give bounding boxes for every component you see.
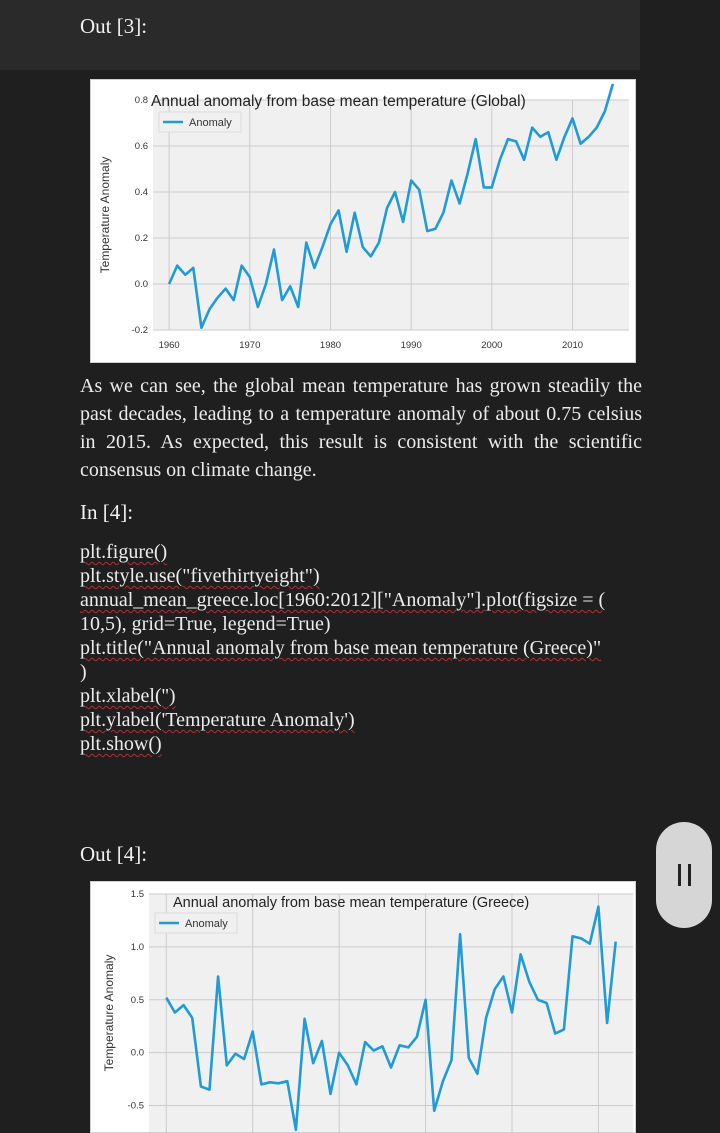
out-4-prompt: Out [4]: xyxy=(80,842,148,866)
legend-label: Anomaly xyxy=(189,117,232,129)
code-line-8: plt.ylabel('Temperature Anomaly') xyxy=(80,709,355,731)
global-anomaly-chart: -0.2 0.0 0.2 0.4 0.6 0.8 1960 1970 1980 1990 2000 2… xyxy=(90,79,636,363)
code-line-1: plt.figure() xyxy=(80,541,168,563)
greece-anomaly-chart: -0.5 0.0 0.5 1.0 1.5 Annual anomaly from base… xyxy=(90,881,636,1133)
previous-cell-band xyxy=(0,0,640,70)
code-line-9: plt.show() xyxy=(80,733,162,755)
legend-label: Anomaly xyxy=(185,918,228,930)
in-4-prompt: In [4]: xyxy=(80,500,134,524)
pause-bar-right-icon xyxy=(687,864,691,886)
x-tick-label: 1960 xyxy=(159,340,180,351)
x-tick-label: 2000 xyxy=(481,340,502,351)
y-tick-label: 0.6 xyxy=(135,141,148,152)
legend-box xyxy=(154,912,238,934)
y-tick-label: -0.2 xyxy=(132,325,148,336)
y-tick-label: 0.8 xyxy=(135,95,148,106)
explanation-paragraph: As we can see, the global mean temperatu… xyxy=(80,375,642,481)
pause-bar-left-icon xyxy=(677,864,681,886)
plot-area xyxy=(153,100,629,330)
y-tick-label: 1.0 xyxy=(131,942,144,953)
global-anomaly-chart-svg: -0.2 0.0 0.2 0.4 0.6 0.8 1960 1970 1980 1990 2000 2… xyxy=(98,83,629,351)
x-tick-label: 1990 xyxy=(401,340,422,351)
plot-area xyxy=(149,894,633,1132)
code-cell[interactable]: plt.figure() plt.style.use("fivethirtyei… xyxy=(80,540,645,756)
y-tick-label: -0.5 xyxy=(128,1101,144,1112)
y-tick-label: 0.0 xyxy=(131,1048,144,1059)
code-line-7: plt.xlabel('') xyxy=(80,685,176,707)
chart-legend: Anomaly xyxy=(154,912,238,934)
code-line-4: 10,5), grid=True, legend=True) xyxy=(80,613,331,635)
code-line-2: plt.style.use("fivethirtyeight") xyxy=(80,565,320,587)
y-axis-label: Temperature Anomaly xyxy=(102,955,116,1072)
x-tick-label: 1980 xyxy=(320,340,341,351)
series-line-anomaly xyxy=(167,83,615,329)
out-3-prompt: Out [3]: xyxy=(80,14,148,38)
code-line-5: plt.title("Annual anomaly from base mean… xyxy=(80,637,602,659)
y-tick-label: 0.2 xyxy=(135,233,148,244)
y-tick-label: 1.5 xyxy=(131,889,144,900)
y-tick-label: 0.5 xyxy=(131,995,144,1006)
code-line-3: annual_mean_greece.loc[1960:2012]["Anoma… xyxy=(80,589,606,611)
greece-anomaly-chart-svg: -0.5 0.0 0.5 1.0 1.5 Annual anomaly from base… xyxy=(102,889,633,1132)
y-tick-label: 0.0 xyxy=(135,279,148,290)
chart-legend: Anomaly xyxy=(158,111,242,133)
code-line-6: ) xyxy=(80,661,87,683)
chart-title: Annual anomaly from base mean temperatur… xyxy=(173,895,529,911)
y-axis-label: Temperature Anomaly xyxy=(98,157,112,274)
y-tick-label: 0.4 xyxy=(135,187,148,198)
legend-box xyxy=(158,111,242,133)
x-tick-label: 1970 xyxy=(239,340,260,351)
chart-title: Annual anomaly from base mean temperatur… xyxy=(151,93,526,110)
side-pause-button[interactable] xyxy=(656,822,712,928)
series-line-anomaly xyxy=(165,905,617,1132)
x-tick-label: 2010 xyxy=(562,340,583,351)
